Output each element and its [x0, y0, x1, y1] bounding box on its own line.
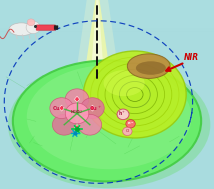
Bar [0, 38, 214, 41]
Bar [0, 183, 214, 186]
Bar [0, 117, 214, 120]
Circle shape [27, 19, 35, 26]
Bar [0, 151, 214, 154]
Bar [0, 9, 214, 13]
Ellipse shape [27, 65, 192, 169]
Polygon shape [89, 0, 106, 104]
Bar [0, 176, 214, 180]
Circle shape [78, 114, 102, 135]
Bar [0, 41, 214, 44]
Text: h$^+$: h$^+$ [118, 109, 127, 119]
Bar [0, 161, 214, 164]
Circle shape [117, 109, 129, 120]
Bar [0, 66, 214, 69]
Bar [0, 28, 214, 32]
Bar [0, 16, 214, 19]
Ellipse shape [136, 61, 166, 75]
Bar [0, 32, 214, 35]
FancyBboxPatch shape [36, 25, 56, 30]
Bar [0, 120, 214, 123]
Text: e$^-$: e$^-$ [127, 120, 134, 127]
Bar [0, 91, 214, 94]
Bar [0, 145, 214, 148]
Bar [0, 79, 214, 82]
Bar [0, 157, 214, 161]
Circle shape [65, 103, 89, 124]
Circle shape [50, 98, 73, 119]
Ellipse shape [127, 54, 170, 78]
Bar [0, 94, 214, 98]
Polygon shape [59, 105, 64, 111]
Ellipse shape [83, 51, 186, 138]
Bar [0, 76, 214, 79]
Bar [0, 167, 214, 170]
Bar [0, 98, 214, 101]
Bar [0, 53, 214, 57]
FancyBboxPatch shape [54, 26, 58, 29]
Bar [0, 3, 214, 6]
Bar [0, 107, 214, 110]
Polygon shape [90, 105, 95, 111]
Circle shape [52, 114, 76, 135]
Bar [0, 50, 214, 53]
Bar [0, 139, 214, 142]
Bar [0, 129, 214, 132]
Bar [0, 82, 214, 85]
Bar [0, 85, 214, 88]
Bar [0, 136, 214, 139]
Bar [0, 186, 214, 189]
Polygon shape [80, 0, 114, 104]
Bar [0, 170, 214, 173]
Bar [0, 72, 214, 76]
Bar [0, 22, 214, 25]
Text: H$_2$O$_2$: H$_2$O$_2$ [70, 109, 84, 116]
Polygon shape [74, 125, 80, 131]
Polygon shape [74, 96, 80, 102]
Circle shape [126, 120, 135, 128]
Bar [0, 0, 214, 3]
Bar [0, 104, 214, 107]
Ellipse shape [13, 60, 201, 181]
Ellipse shape [104, 70, 145, 96]
Ellipse shape [9, 23, 34, 36]
Text: Cu$^+$: Cu$^+$ [52, 104, 65, 113]
Bar [0, 110, 214, 113]
Bar [0, 113, 214, 117]
Text: O: O [126, 129, 129, 133]
Circle shape [123, 127, 132, 136]
Bar [0, 44, 214, 47]
Bar [0, 126, 214, 129]
Bar [0, 88, 214, 91]
Bar [0, 25, 214, 28]
Bar [0, 19, 214, 22]
Bar [0, 57, 214, 60]
Circle shape [65, 89, 89, 110]
Bar [0, 164, 214, 167]
Bar [0, 148, 214, 151]
Text: NIR: NIR [184, 53, 199, 62]
Polygon shape [72, 0, 123, 104]
Bar [0, 35, 214, 38]
Bar [0, 6, 214, 9]
Bar [0, 13, 214, 16]
Bar [0, 180, 214, 183]
Bar [0, 142, 214, 145]
Bar [0, 63, 214, 66]
Bar [0, 60, 214, 63]
Text: Cu$^+$: Cu$^+$ [89, 104, 103, 113]
Bar [0, 47, 214, 50]
Bar [0, 69, 214, 72]
Bar [0, 132, 214, 136]
Bar [0, 154, 214, 157]
Bar [0, 101, 214, 104]
Circle shape [26, 21, 40, 34]
Bar [0, 123, 214, 126]
Circle shape [81, 98, 104, 119]
Ellipse shape [8, 61, 210, 188]
Bar [0, 173, 214, 176]
